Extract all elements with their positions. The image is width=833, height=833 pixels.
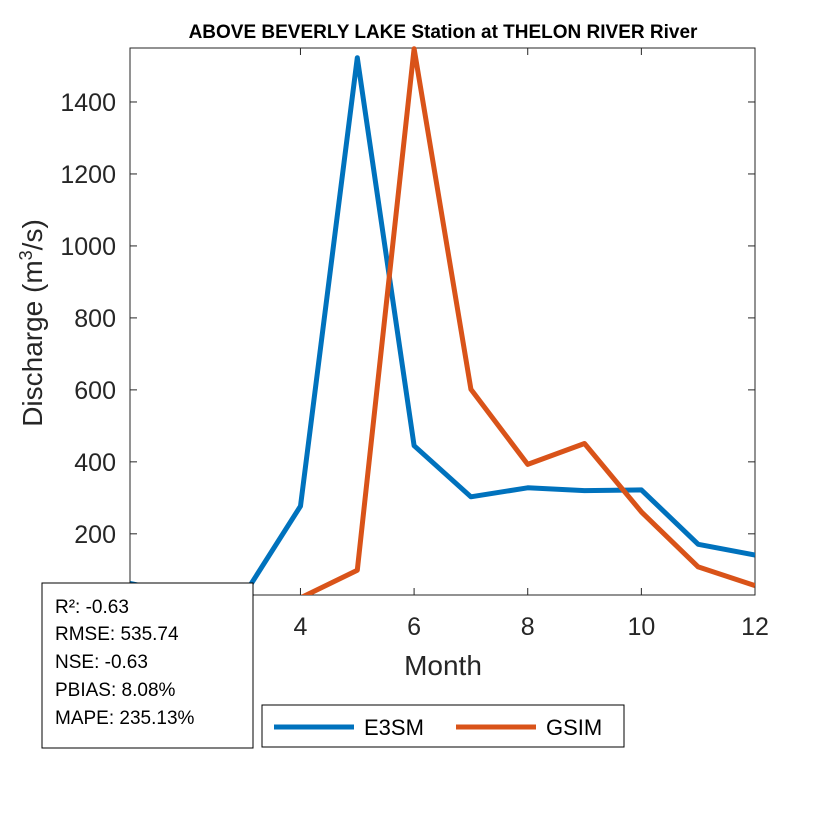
stats-line: PBIAS: 8.08% — [55, 680, 176, 701]
y-tick-label: 1400 — [60, 89, 116, 117]
y-tick-label: 600 — [74, 377, 116, 405]
y-tick-label: 800 — [74, 305, 116, 333]
stats-box: R²: -0.63 RMSE: 535.74 NSE: -0.63 PBIAS:… — [41, 582, 254, 749]
series-lines — [130, 46, 755, 595]
y-tick-label: 1200 — [60, 161, 116, 189]
series-line-e3sm — [130, 55, 755, 595]
y-axis-label-superscript: 3 — [16, 250, 36, 260]
x-tick-label: 8 — [521, 613, 535, 641]
stats-line: R²: -0.63 — [55, 597, 129, 618]
x-tick-label: 4 — [294, 613, 308, 641]
y-axis-label-tail: /s) — [17, 219, 48, 250]
x-tick-label: 6 — [407, 613, 421, 641]
stats-line: RMSE: 535.74 — [55, 624, 179, 645]
x-axis-label: Month — [404, 650, 482, 681]
x-tick-label: 12 — [741, 613, 769, 641]
y-tick-label: 200 — [74, 521, 116, 549]
plot-frame — [129, 47, 756, 596]
legend: E3SM GSIM — [261, 704, 625, 748]
stats-box-frame — [41, 582, 254, 749]
legend-label-gsim: GSIM — [546, 715, 602, 740]
stats-line: MAPE: 235.13% — [55, 708, 195, 729]
y-axis-label-main: Discharge (m — [17, 260, 48, 426]
plot-axes: 200 400 600 800 1000 1200 1400 4 6 8 10 12 — [60, 47, 769, 641]
legend-label-e3sm: E3SM — [364, 715, 424, 740]
series-line-gsim — [130, 46, 755, 595]
y-tick-label: 400 — [74, 449, 116, 477]
chart-title: ABOVE BEVERLY LAKE Station at THELON RIV… — [189, 22, 698, 43]
x-tick-label: 10 — [627, 613, 655, 641]
stats-line: NSE: -0.63 — [55, 652, 148, 673]
y-tick-label: 1000 — [60, 233, 116, 261]
y-axis-label: Discharge (m3/s) — [16, 219, 48, 427]
